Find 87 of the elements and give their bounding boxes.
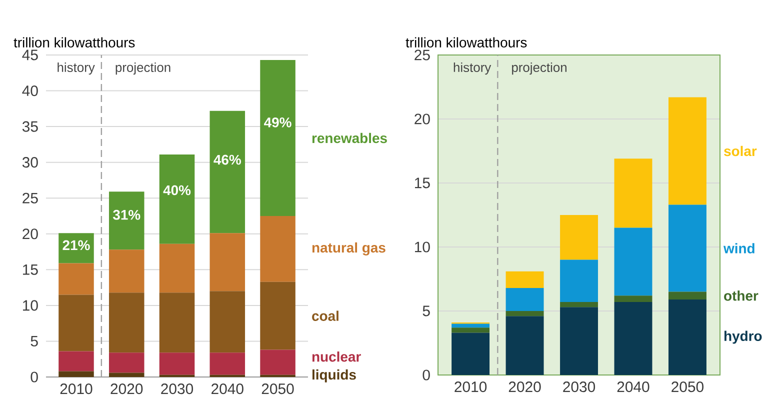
x-tick-label: 2050 — [262, 384, 294, 394]
bar — [614, 228, 652, 296]
x-tick-label: 2020 — [508, 382, 541, 392]
annotation: projection — [512, 62, 566, 75]
y-axis-title: trillion kilowatthours — [14, 37, 135, 48]
bar — [159, 154, 195, 244]
y-tick-label: 40 — [22, 85, 38, 96]
x-tick-label: 2040 — [212, 384, 244, 394]
bar — [108, 192, 144, 250]
x-tick-label: 2010 — [454, 382, 487, 392]
bar — [614, 296, 652, 302]
y-tick-label: 10 — [23, 300, 38, 311]
bar — [506, 288, 544, 311]
bar — [560, 215, 598, 260]
y-tick-label: 10 — [415, 242, 430, 252]
y-tick-label: 0 — [30, 372, 38, 382]
y-tick-label: 45 — [22, 50, 38, 60]
bar — [58, 351, 94, 372]
bar — [260, 282, 296, 350]
bar — [159, 292, 195, 353]
y-tick-label: 25 — [22, 192, 38, 204]
bar — [506, 271, 544, 288]
bar — [506, 311, 544, 316]
bar — [452, 332, 490, 375]
series-label: hydro — [724, 330, 762, 344]
annotation: history — [454, 62, 492, 75]
x-tick-label: 2040 — [617, 382, 650, 392]
bar — [108, 372, 144, 377]
annotation: 40% — [163, 185, 191, 196]
bar — [668, 292, 706, 300]
x-tick-label: 2030 — [563, 382, 596, 392]
bar — [58, 294, 94, 352]
bar — [668, 97, 706, 205]
x-tick-label: 2010 — [60, 384, 92, 394]
bar — [614, 158, 652, 228]
bar — [210, 352, 246, 375]
bar — [210, 291, 246, 353]
bar — [260, 350, 296, 375]
bar — [614, 302, 652, 375]
bar — [668, 299, 706, 375]
x-tick-label: 2050 — [672, 382, 704, 392]
bar — [260, 216, 296, 282]
bar — [560, 260, 598, 302]
bar — [58, 371, 94, 377]
bar — [108, 250, 144, 293]
y-tick-label: 15 — [415, 178, 430, 188]
bar — [560, 302, 598, 308]
annotation: projection — [116, 62, 170, 75]
bar — [210, 233, 246, 292]
bar — [560, 307, 598, 375]
y-tick-label: 35 — [22, 121, 38, 132]
y-axis-title: trillion kilowatthours — [406, 37, 527, 48]
series-label: solar — [724, 146, 757, 156]
bar — [210, 110, 246, 234]
annotation: 21% — [62, 240, 90, 250]
series-label: coal — [312, 310, 338, 321]
y-tick-label: 30 — [22, 157, 38, 168]
series-label: liquids — [312, 369, 356, 382]
y-tick-label: 20 — [414, 114, 430, 124]
bar — [260, 60, 296, 216]
series-label: renewables — [312, 132, 387, 144]
x-tick-label: 2030 — [161, 384, 194, 394]
series-label: wind — [723, 243, 754, 254]
y-tick-label: 25 — [414, 50, 430, 60]
y-tick-label: 0 — [422, 370, 430, 380]
bar — [506, 316, 544, 375]
series-label: nuclear — [312, 351, 361, 362]
bar — [452, 328, 490, 333]
annotation: history — [58, 62, 95, 75]
y-tick-label: 5 — [422, 306, 430, 316]
annotation: 46% — [214, 154, 241, 165]
y-tick-label: 15 — [23, 264, 38, 275]
y-tick-label: 20 — [22, 228, 38, 240]
bar — [58, 263, 94, 295]
bar — [452, 324, 490, 328]
series-label: other — [724, 290, 758, 301]
bar — [159, 352, 195, 375]
bar — [668, 204, 706, 292]
annotation: 49% — [264, 117, 292, 128]
series-label: natural gas — [312, 242, 386, 256]
annotation: 31% — [112, 210, 140, 220]
bar — [108, 292, 144, 353]
bar — [159, 244, 195, 293]
bar — [58, 233, 94, 264]
y-tick-label: 5 — [30, 336, 38, 346]
bar — [108, 352, 144, 373]
x-tick-label: 2020 — [110, 384, 143, 394]
